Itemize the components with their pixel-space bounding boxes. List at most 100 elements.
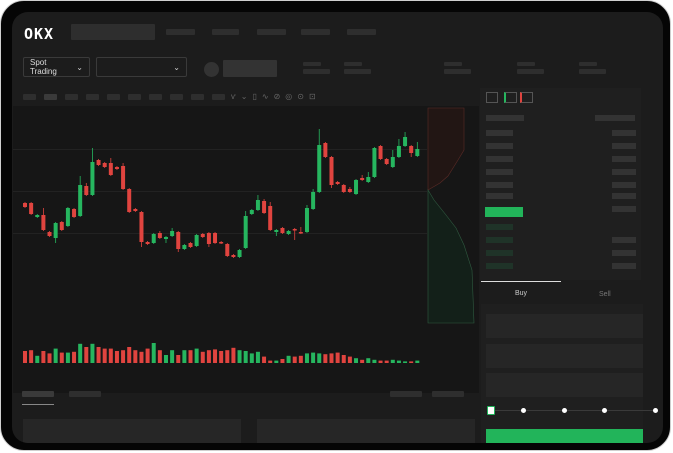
candle-body	[292, 229, 297, 231]
volume-bar	[176, 355, 181, 363]
depth-bids	[427, 188, 475, 324]
volume-bar	[65, 352, 70, 363]
nav-item[interactable]	[166, 29, 195, 35]
candle-body	[255, 200, 260, 210]
volume-bar	[90, 343, 95, 363]
timeframe-button[interactable]	[212, 94, 225, 100]
timeframe-button[interactable]	[44, 94, 57, 100]
candle-body	[176, 232, 181, 249]
candle-body	[59, 222, 64, 230]
orderbook-asks-icon[interactable]	[520, 92, 533, 103]
candle-body	[403, 137, 408, 146]
spot-trading-select[interactable]: Spot Trading ⌄	[23, 57, 90, 77]
app-screen: OKX Spot Trading ⌄ ⌄ ⱱ⌄▯∿⊘◎⊙⊡ Buy Sell	[12, 12, 663, 443]
candle-body	[280, 228, 285, 233]
candle-body	[90, 162, 95, 195]
pair-select[interactable]: ⌄	[96, 57, 187, 77]
candle-body	[163, 237, 168, 239]
orderbook-bids-icon[interactable]	[504, 92, 517, 103]
volume-bar	[139, 351, 144, 363]
volume-bar	[188, 350, 193, 363]
candle-body	[372, 148, 377, 177]
tab-buy[interactable]: Buy	[515, 290, 528, 297]
coin-icon	[204, 62, 219, 77]
buy-button[interactable]	[486, 429, 643, 443]
volume-bar	[35, 355, 40, 363]
ask-amount	[612, 156, 636, 162]
spot-trading-label: Spot Trading	[30, 58, 57, 76]
timeframe-button[interactable]	[149, 94, 162, 100]
amount-slider[interactable]	[490, 410, 656, 411]
candle-body	[23, 203, 27, 207]
okx-logo[interactable]: OKX	[24, 25, 55, 43]
volume-bar	[59, 352, 64, 363]
candle-body	[354, 180, 359, 194]
price-input[interactable]	[486, 314, 643, 338]
tab-underline	[22, 404, 54, 405]
indicator-icon[interactable]: ⱱ	[231, 92, 241, 101]
volume-bar	[268, 360, 273, 363]
volume-bar	[96, 347, 101, 363]
slider-handle[interactable]	[487, 406, 495, 415]
candle-body	[243, 216, 248, 248]
fullscreen-icon[interactable]: ⊡	[308, 92, 321, 101]
candle-body	[41, 215, 46, 230]
candle-body	[286, 231, 291, 234]
volume-bar	[78, 343, 83, 363]
candle-body	[384, 159, 389, 164]
pencil-icon[interactable]: ∿	[261, 92, 274, 101]
volume-bar	[151, 343, 156, 363]
candle-body	[360, 178, 365, 180]
candle-body	[182, 245, 187, 249]
nav-item[interactable]	[212, 29, 239, 35]
tab-sell[interactable]: Sell	[599, 291, 611, 298]
total-input[interactable]	[486, 373, 643, 397]
timeframe-button[interactable]	[107, 94, 120, 100]
timeframe-button[interactable]	[170, 94, 183, 100]
volume-bar	[163, 355, 168, 363]
orderbook-both-icon[interactable]	[486, 92, 498, 103]
volume-bar	[194, 348, 199, 363]
slider-step[interactable]	[562, 408, 567, 413]
candle-body	[213, 233, 218, 243]
timeframe-button[interactable]	[86, 94, 99, 100]
candle-body	[29, 203, 34, 214]
ask-price	[486, 193, 513, 199]
tab-open-orders[interactable]	[22, 391, 54, 397]
line-icon[interactable]: ⌄	[240, 92, 253, 101]
bid-amount	[612, 250, 636, 256]
nav-item[interactable]	[347, 29, 376, 35]
slider-step[interactable]	[653, 408, 658, 413]
volume-bar	[396, 360, 401, 363]
timeframe-button[interactable]	[23, 94, 36, 100]
candle-body	[329, 157, 334, 185]
volume-bar	[249, 353, 254, 363]
slider-step[interactable]	[602, 408, 607, 413]
draw-icon[interactable]: ▯	[252, 92, 262, 101]
timeframe-button[interactable]	[65, 94, 78, 100]
filter-button[interactable]	[432, 391, 464, 397]
candle-body	[194, 235, 199, 246]
volume-bar	[29, 350, 34, 363]
volume-bar	[206, 350, 211, 363]
amount-input[interactable]	[486, 344, 643, 368]
volume-bar	[262, 356, 267, 363]
reset-icon[interactable]: ◎	[285, 92, 298, 101]
timeframe-button[interactable]	[128, 94, 141, 100]
nav-item[interactable]	[257, 29, 286, 35]
candle-body	[72, 209, 77, 217]
ask-price	[486, 182, 513, 188]
screenshot-icon[interactable]: ⊙	[297, 92, 309, 101]
gridline	[13, 191, 427, 192]
candle-body	[35, 215, 40, 217]
tab-order-history[interactable]	[69, 391, 101, 397]
candle-body	[347, 189, 352, 192]
settings-icon[interactable]: ⊘	[273, 92, 286, 101]
search-bar[interactable]	[71, 24, 155, 40]
volume-bar	[311, 352, 316, 363]
last-price	[485, 207, 523, 217]
timeframe-button[interactable]	[191, 94, 204, 100]
nav-item[interactable]	[301, 29, 330, 35]
slider-step[interactable]	[521, 408, 526, 413]
filter-button[interactable]	[390, 391, 422, 397]
